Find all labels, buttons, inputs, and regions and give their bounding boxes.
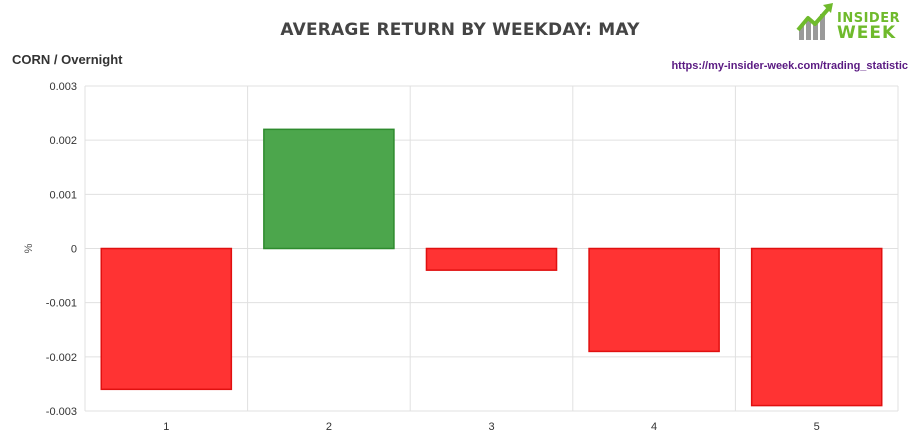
bar-5 bbox=[750, 247, 883, 407]
y-tick-label: 0.001 bbox=[49, 189, 77, 201]
x-tick-label: 2 bbox=[326, 421, 332, 433]
insider-week-logo[interactable]: INSIDER WEEK bbox=[795, 0, 915, 44]
x-tick-label: 3 bbox=[488, 421, 494, 433]
chart-title: AVERAGE RETURN BY WEEKDAY: MAY bbox=[280, 20, 640, 40]
logo-chart-icon bbox=[796, 3, 833, 40]
instrument-subtitle: CORN / Overnight bbox=[12, 52, 123, 67]
y-tick-label: -0.002 bbox=[46, 352, 77, 364]
y-tick-label: -0.003 bbox=[46, 406, 77, 418]
bar-4 bbox=[588, 247, 720, 353]
x-tick-label: 4 bbox=[651, 421, 657, 433]
y-tick-label: 0.002 bbox=[49, 135, 77, 147]
x-tick-label: 5 bbox=[814, 421, 820, 433]
x-tick-label: 1 bbox=[163, 421, 169, 433]
y-tick-label: 0.003 bbox=[49, 81, 77, 93]
bar-2 bbox=[263, 128, 395, 250]
y-tick-label: -0.001 bbox=[46, 298, 77, 310]
bar-3 bbox=[425, 247, 558, 271]
bar-1 bbox=[100, 247, 233, 391]
logo-text-insider: INSIDER bbox=[837, 11, 901, 26]
y-tick-label: 0 bbox=[71, 244, 77, 256]
logo-text-week: WEEK bbox=[837, 23, 897, 43]
source-link[interactable]: https://my-insider-week.com/trading_stat… bbox=[671, 60, 908, 72]
y-axis-label: % bbox=[23, 243, 35, 253]
